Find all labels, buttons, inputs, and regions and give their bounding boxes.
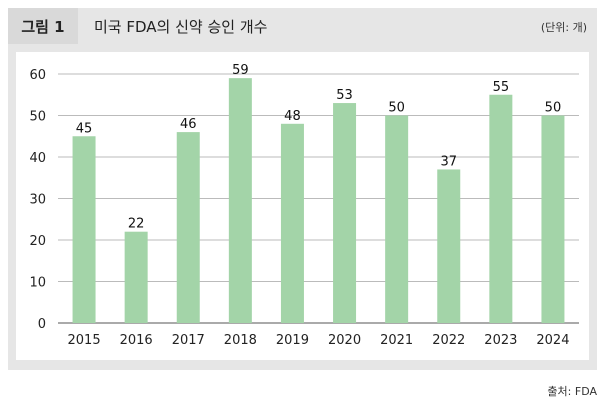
value-label: 59 — [232, 63, 249, 78]
x-tick-label: 2023 — [484, 333, 517, 348]
value-label: 50 — [388, 101, 405, 116]
bar-2020 — [333, 103, 357, 323]
value-label: 50 — [545, 101, 562, 116]
value-label: 53 — [336, 88, 353, 103]
bar-2021 — [385, 115, 409, 323]
y-tick-label: 30 — [29, 193, 46, 208]
bar-2016 — [124, 231, 148, 323]
figure-frame: 그림 1 미국 FDA의 신약 승인 개수 (단위: 개) 0 10 20 30 40 5… — [8, 8, 597, 370]
value-label: 48 — [284, 109, 301, 124]
source-note: 출처: FDA — [547, 385, 597, 398]
unit-label: (단위: 개) — [540, 21, 587, 34]
bar-2024 — [541, 115, 565, 323]
value-label: 46 — [180, 117, 197, 132]
x-tick-label: 2024 — [536, 333, 569, 348]
x-tick-label: 2021 — [380, 333, 413, 348]
x-tick-label: 2018 — [224, 333, 257, 348]
plot-area: 0 10 20 30 40 50 60 45 2015 22 2016 46 2017 59 2018 48 2… — [16, 52, 589, 360]
y-tick-label: 60 — [29, 68, 46, 83]
y-tick-label: 50 — [29, 110, 46, 125]
y-tick-label: 20 — [29, 234, 46, 249]
y-tick-label: 10 — [29, 276, 46, 291]
bar-2019 — [280, 123, 304, 323]
x-tick-label: 2017 — [172, 333, 205, 348]
x-tick-label: 2020 — [328, 333, 361, 348]
figure-title: 미국 FDA의 신약 승인 개수 — [94, 17, 268, 36]
value-label: 55 — [493, 80, 510, 95]
bar-2015 — [72, 136, 96, 323]
x-tick-label: 2015 — [68, 333, 101, 348]
value-label: 22 — [128, 217, 145, 232]
bar-2023 — [489, 94, 513, 323]
figure-header: 그림 1 미국 FDA의 신약 승인 개수 (단위: 개) — [8, 8, 597, 44]
y-tick-label: 0 — [38, 317, 46, 332]
x-tick-label: 2016 — [120, 333, 153, 348]
x-tick-label: 2019 — [276, 333, 309, 348]
value-label: 37 — [440, 154, 457, 169]
figure-label: 그림 1 — [8, 8, 78, 44]
bar-2022 — [437, 169, 461, 323]
x-tick-label: 2022 — [432, 333, 465, 348]
bar-2017 — [176, 132, 200, 323]
value-label: 45 — [76, 121, 93, 136]
bar-2018 — [228, 78, 252, 324]
bar-chart: 0 10 20 30 40 50 60 45 2015 22 2016 46 2017 59 2018 48 2… — [29, 63, 579, 348]
y-tick-label: 40 — [29, 151, 46, 166]
